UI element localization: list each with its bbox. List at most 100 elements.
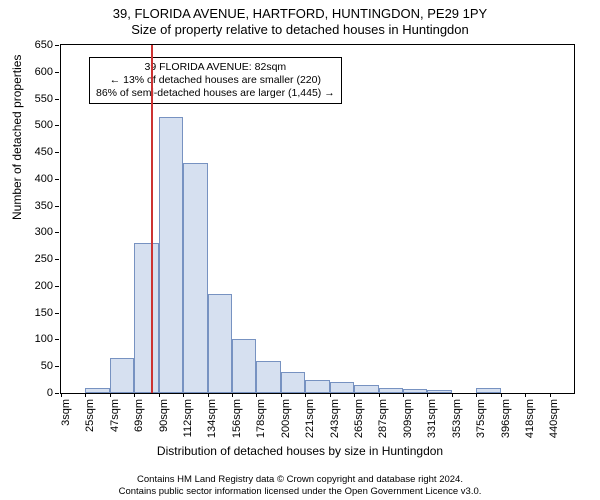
x-tick-label: 3sqm	[60, 399, 72, 426]
histogram-bar	[379, 388, 403, 393]
x-tick	[501, 393, 502, 397]
x-tick	[403, 393, 404, 397]
y-tick-label: 600	[35, 66, 53, 78]
y-tick-label: 200	[35, 280, 53, 292]
histogram-bar	[281, 372, 305, 393]
x-tick-label: 265sqm	[353, 399, 365, 438]
histogram-bar	[476, 388, 500, 393]
y-tick-label: 0	[47, 387, 53, 399]
histogram-bar	[354, 385, 378, 393]
y-tick	[55, 179, 59, 180]
x-tick	[281, 393, 282, 397]
x-tick	[61, 393, 62, 397]
x-tick	[330, 393, 331, 397]
x-tick-label: 440sqm	[548, 399, 560, 438]
x-tick-label: 90sqm	[158, 399, 170, 432]
x-tick-label: 134sqm	[206, 399, 218, 438]
y-tick-label: 50	[41, 360, 53, 372]
footer: Contains HM Land Registry data © Crown c…	[0, 474, 600, 498]
histogram-bar	[208, 294, 232, 393]
footer-line2: Contains public sector information licen…	[0, 486, 600, 498]
y-tick-label: 300	[35, 226, 53, 238]
y-tick	[55, 72, 59, 73]
histogram-bar	[330, 382, 354, 393]
y-tick-label: 650	[35, 39, 53, 51]
histogram-bar	[134, 243, 158, 393]
x-tick-label: 200sqm	[280, 399, 292, 438]
x-tick-label: 375sqm	[475, 399, 487, 438]
histogram-bar	[403, 389, 427, 393]
x-tick-label: 47sqm	[109, 399, 121, 432]
x-tick	[379, 393, 380, 397]
x-tick-label: 287sqm	[377, 399, 389, 438]
x-tick-label: 243sqm	[329, 399, 341, 438]
reference-line	[151, 45, 153, 393]
x-tick-label: 69sqm	[133, 399, 145, 432]
annotation-line3: 86% of semi-detached houses are larger (…	[96, 87, 335, 100]
x-tick-label: 309sqm	[402, 399, 414, 438]
y-tick	[55, 313, 59, 314]
x-tick-label: 25sqm	[84, 399, 96, 432]
x-tick-label: 112sqm	[182, 399, 194, 437]
x-tick-label: 221sqm	[304, 399, 316, 438]
y-tick-label: 100	[35, 333, 53, 345]
x-tick	[183, 393, 184, 397]
x-tick	[476, 393, 477, 397]
x-tick	[159, 393, 160, 397]
annotation-line2: ← 13% of detached houses are smaller (22…	[96, 74, 335, 87]
histogram-bar	[256, 361, 280, 393]
y-tick	[55, 152, 59, 153]
x-tick	[134, 393, 135, 397]
annotation-box: 39 FLORIDA AVENUE: 82sqm ← 13% of detach…	[89, 57, 342, 104]
y-tick-label: 400	[35, 173, 53, 185]
footer-line1: Contains HM Land Registry data © Crown c…	[0, 474, 600, 486]
x-tick-label: 418sqm	[524, 399, 536, 438]
histogram-bar	[427, 390, 451, 393]
y-tick-label: 350	[35, 200, 53, 212]
histogram-bar	[110, 358, 134, 393]
y-tick	[55, 206, 59, 207]
x-tick	[208, 393, 209, 397]
x-tick-label: 156sqm	[231, 399, 243, 438]
y-tick	[55, 259, 59, 260]
y-tick-label: 500	[35, 119, 53, 131]
title-block: 39, FLORIDA AVENUE, HARTFORD, HUNTINGDON…	[0, 0, 600, 39]
x-tick	[427, 393, 428, 397]
x-tick	[550, 393, 551, 397]
y-tick	[55, 125, 59, 126]
y-tick	[55, 366, 59, 367]
y-tick	[55, 232, 59, 233]
x-tick-label: 353sqm	[451, 399, 463, 438]
x-tick	[85, 393, 86, 397]
y-tick	[55, 339, 59, 340]
histogram-bar	[159, 117, 183, 393]
x-tick	[232, 393, 233, 397]
x-tick	[305, 393, 306, 397]
y-tick	[55, 45, 59, 46]
y-tick-label: 550	[35, 93, 53, 105]
histogram-bar	[305, 380, 329, 393]
y-tick-label: 450	[35, 146, 53, 158]
chart-container: 39, FLORIDA AVENUE, HARTFORD, HUNTINGDON…	[0, 0, 600, 500]
y-tick-label: 250	[35, 253, 53, 265]
histogram-bar	[85, 388, 109, 393]
histogram-bar	[232, 339, 256, 393]
x-tick-label: 178sqm	[255, 399, 267, 438]
x-tick-label: 331sqm	[426, 399, 438, 438]
title-address: 39, FLORIDA AVENUE, HARTFORD, HUNTINGDON…	[0, 6, 600, 22]
x-axis-label: Distribution of detached houses by size …	[0, 444, 600, 458]
x-tick	[256, 393, 257, 397]
y-tick	[55, 393, 59, 394]
plot-area: 39 FLORIDA AVENUE: 82sqm ← 13% of detach…	[60, 44, 575, 394]
title-subtitle: Size of property relative to detached ho…	[0, 22, 600, 38]
y-tick	[55, 286, 59, 287]
y-tick	[55, 99, 59, 100]
x-tick	[354, 393, 355, 397]
x-tick	[110, 393, 111, 397]
y-tick-label: 150	[35, 307, 53, 319]
x-tick-label: 396sqm	[500, 399, 512, 438]
y-axis-label: Number of detached properties	[10, 55, 24, 220]
x-tick	[525, 393, 526, 397]
histogram-bar	[183, 163, 207, 393]
x-tick	[452, 393, 453, 397]
